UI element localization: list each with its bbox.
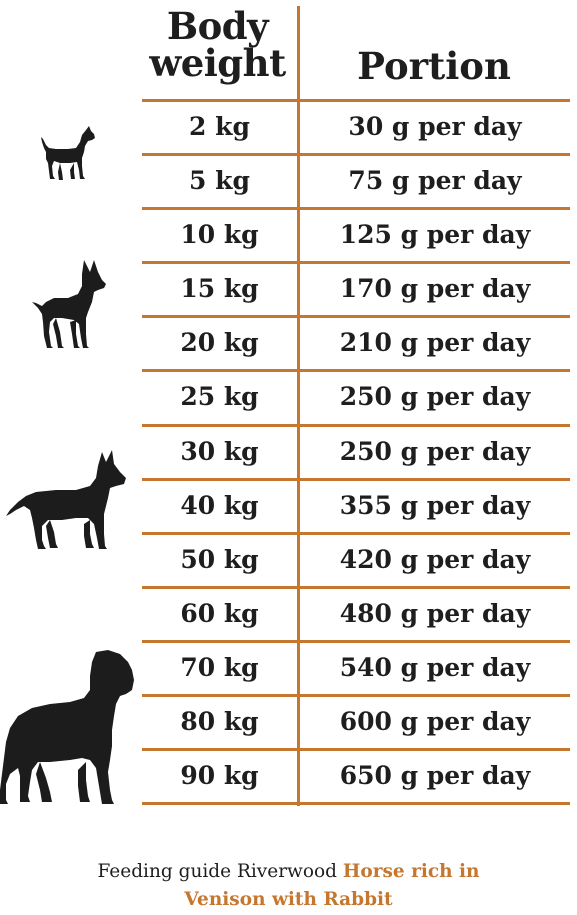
portion-cell: 125 g per day	[339, 220, 531, 250]
feeding-guide-caption: Feeding guide Riverwood Horse rich in Ve…	[60, 858, 517, 914]
table-row: 25 kg 250 g per day	[142, 369, 570, 423]
portion-header: Portion	[357, 44, 511, 88]
portion-cell: 480 g per day	[339, 598, 531, 628]
portion-cell: 250 g per day	[339, 382, 531, 412]
table-row: 90 kg 650 g per day	[142, 748, 570, 806]
weight-cell: 20 kg	[180, 328, 259, 358]
table-row: 20 kg 210 g per day	[142, 315, 570, 369]
weight-cell: 60 kg	[180, 598, 259, 628]
feeding-table: 2 kg 30 g per day 5 kg 75 g per day 10 k…	[142, 99, 570, 806]
caption-product-name: Horse rich in Venison with Rabbit	[184, 861, 480, 910]
weight-cell: 90 kg	[180, 761, 259, 791]
portion-cell: 540 g per day	[339, 652, 531, 682]
giant-dog-icon	[0, 650, 134, 804]
portion-cell: 75 g per day	[348, 166, 522, 196]
table-row: 2 kg 30 g per day	[142, 99, 570, 153]
table-row: 15 kg 170 g per day	[142, 261, 570, 315]
small-dog-icon	[41, 126, 95, 180]
body-weight-header: Body weight	[140, 8, 295, 82]
weight-cell: 30 kg	[180, 436, 259, 466]
table-header: Body weight Portion	[0, 6, 577, 100]
weight-cell: 50 kg	[180, 544, 259, 574]
table-row: 70 kg 540 g per day	[142, 639, 570, 694]
portion-cell: 250 g per day	[339, 436, 531, 466]
weight-cell: 2 kg	[189, 112, 250, 141]
portion-cell: 210 g per day	[339, 328, 531, 358]
weight-cell: 15 kg	[180, 274, 259, 304]
weight-cell: 40 kg	[180, 490, 259, 520]
portion-cell: 650 g per day	[339, 761, 531, 791]
body-weight-header-line1: Body	[166, 4, 269, 48]
column-divider	[297, 6, 300, 806]
portion-cell: 170 g per day	[339, 274, 531, 304]
portion-cell: 355 g per day	[339, 490, 531, 520]
weight-cell: 10 kg	[180, 220, 259, 250]
table-row: 60 kg 480 g per day	[142, 585, 570, 640]
table-row: 5 kg 75 g per day	[142, 153, 570, 207]
table-row: 80 kg 600 g per day	[142, 694, 570, 748]
table-row: 30 kg 250 g per day	[142, 423, 570, 478]
body-weight-header-line2: weight	[149, 41, 286, 85]
caption-prefix: Feeding guide Riverwood	[97, 861, 337, 882]
large-dog-icon	[6, 450, 126, 549]
table-row: 10 kg 125 g per day	[142, 207, 570, 261]
weight-cell: 70 kg	[180, 652, 259, 682]
table-row: 50 kg 420 g per day	[142, 531, 570, 586]
medium-dog-icon	[32, 260, 106, 348]
weight-cell: 5 kg	[189, 166, 250, 196]
portion-cell: 30 g per day	[348, 112, 522, 141]
portion-cell: 420 g per day	[339, 544, 531, 574]
weight-cell: 25 kg	[180, 382, 259, 412]
table-row: 40 kg 355 g per day	[142, 477, 570, 532]
weight-cell: 80 kg	[180, 707, 259, 737]
portion-cell: 600 g per day	[339, 707, 531, 737]
